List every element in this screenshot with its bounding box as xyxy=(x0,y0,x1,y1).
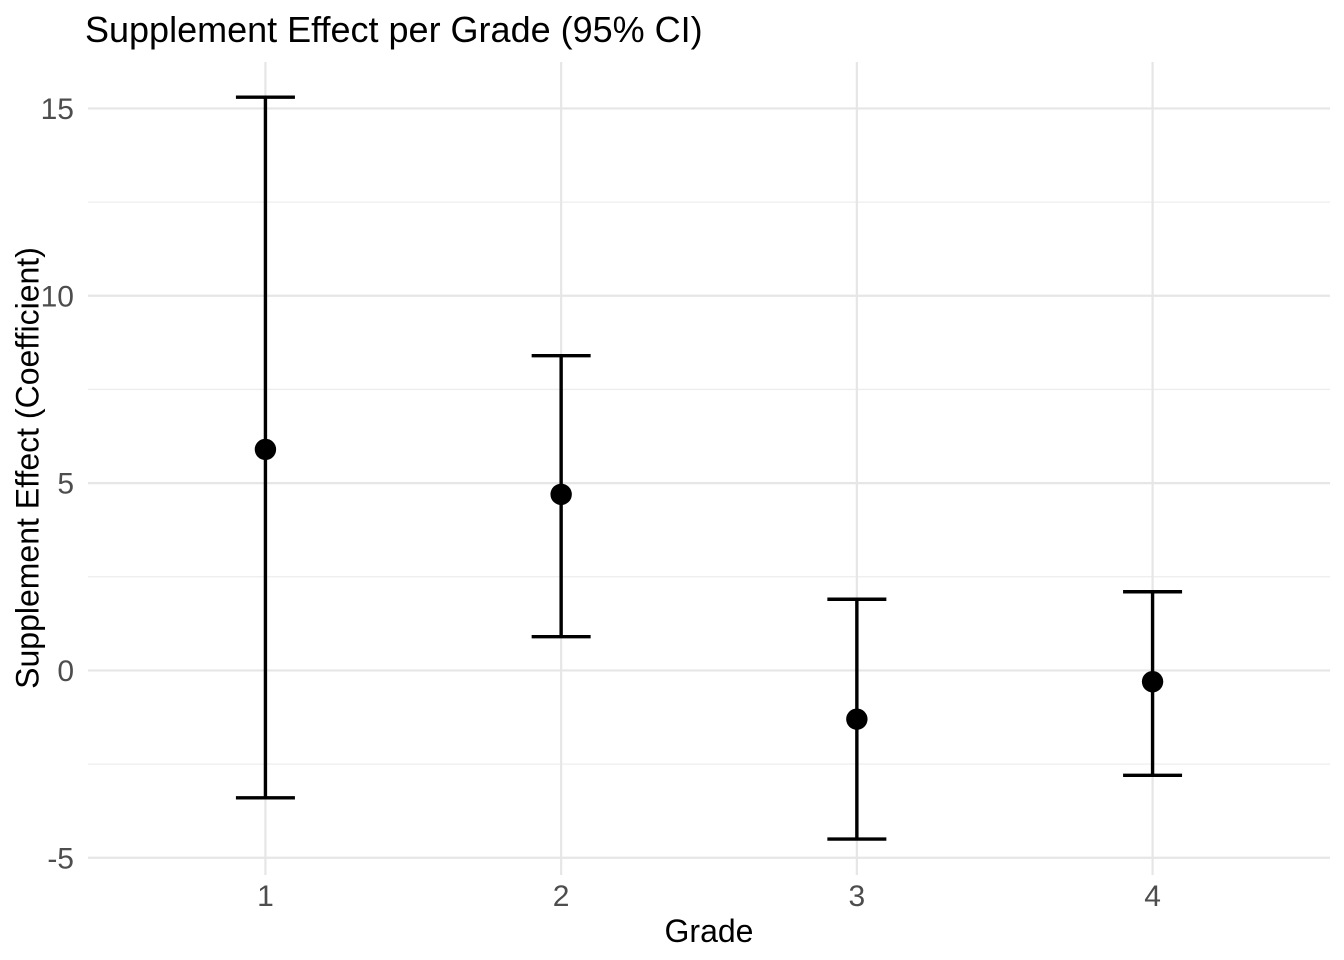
y-tick-label: 0 xyxy=(57,655,74,688)
y-axis-title: Supplement Effect (Coefficient) xyxy=(9,247,46,689)
chart-title: Supplement Effect per Grade (95% CI) xyxy=(85,9,703,50)
x-axis-title: Grade xyxy=(664,913,754,949)
estimate-point xyxy=(254,438,277,461)
estimate-point xyxy=(1141,670,1164,693)
x-tick-label: 2 xyxy=(553,880,570,913)
estimate-point xyxy=(550,483,572,506)
y-tick-label: 10 xyxy=(41,280,74,313)
y-tick-label: 15 xyxy=(41,93,74,126)
y-tick-label: 5 xyxy=(57,468,74,501)
x-tick-label: 4 xyxy=(1144,880,1161,913)
x-tick-label: 1 xyxy=(257,880,274,913)
y-tick-label: -5 xyxy=(47,842,74,875)
x-tick-label: 3 xyxy=(849,880,866,913)
estimate-point xyxy=(846,708,868,730)
